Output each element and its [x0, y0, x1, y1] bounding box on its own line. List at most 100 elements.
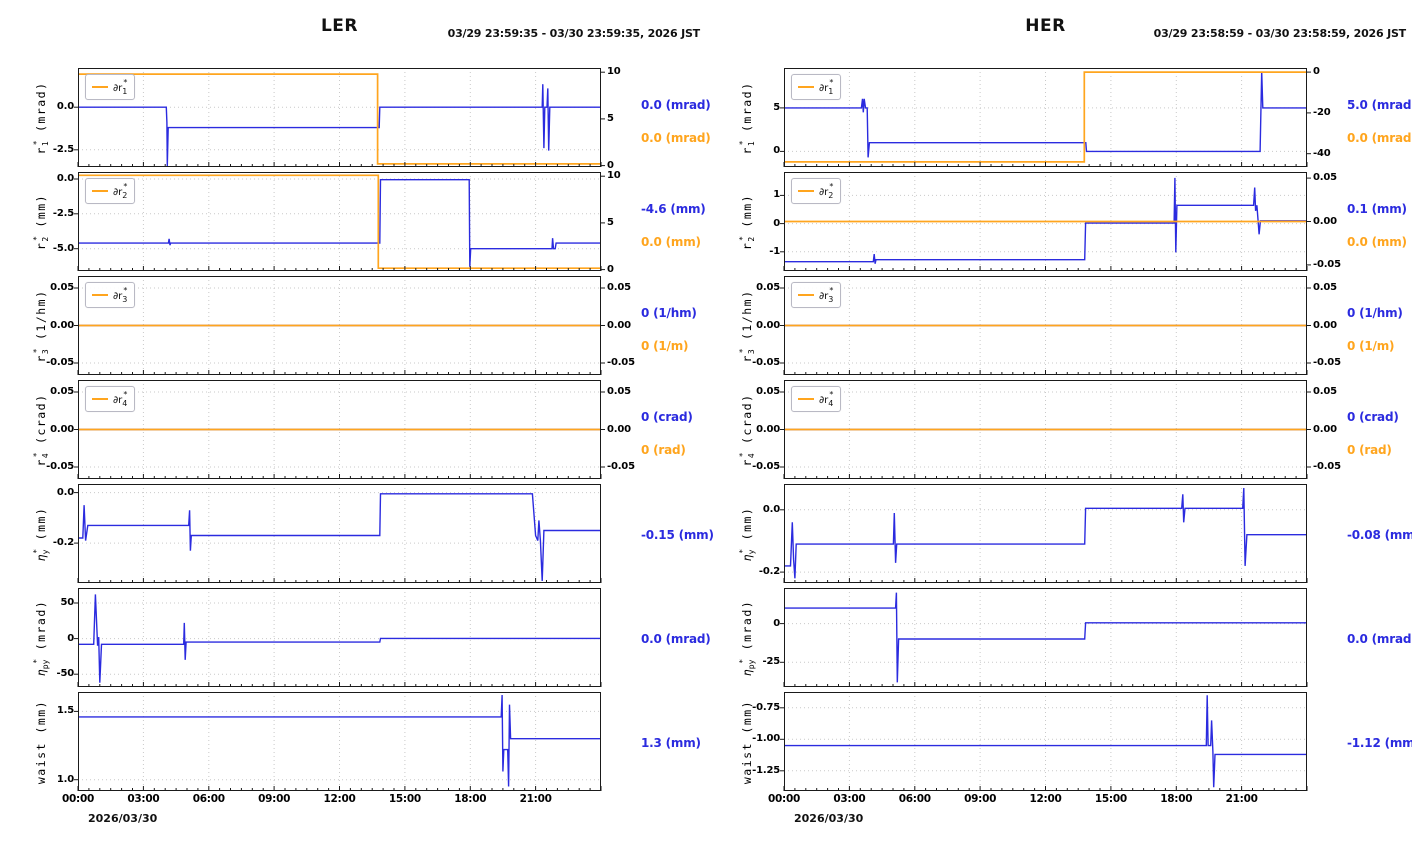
legend-label: ∂r4* — [819, 390, 833, 408]
label-segment: ∂r — [819, 291, 829, 302]
label-segment: 3 — [747, 348, 756, 354]
plot-canvas — [74, 588, 602, 687]
current-value-blue: 0.0 (mrad) — [641, 97, 711, 112]
plot-r1 — [74, 68, 605, 167]
y-tick-label-right: 0.00 — [1313, 319, 1337, 331]
y-tick-label-right: 0.05 — [1313, 282, 1337, 293]
y-tick-label: -50 — [56, 668, 75, 680]
plots-container: 00:00 03:00 06:00 09:00 12:00 15:00 18:00 21:00… — [706, 0, 1412, 864]
current-value-blue: -0.15 (mm) — [641, 527, 714, 542]
y-tick-label: -0.2 — [52, 537, 74, 549]
label-segment: 2 — [828, 191, 834, 200]
label-segment: ∂r — [113, 187, 123, 198]
current-value-blue: -4.6 (mm) — [641, 201, 706, 216]
y-tick-label-right: -0.05 — [607, 357, 635, 368]
legend-box: ∂r1* — [85, 74, 136, 100]
x-tick-label: 09:00 — [964, 793, 997, 805]
y-tick-label: 0.05 — [756, 282, 780, 293]
label-segment: 4 — [828, 399, 834, 408]
plot-eta-py — [74, 588, 602, 687]
current-value-blue: -0.08 (mm) — [1347, 527, 1412, 542]
plot-canvas — [780, 692, 1308, 791]
legend-label: ∂r1* — [113, 78, 127, 96]
label-segment: 4 — [122, 399, 128, 408]
series-main-line — [784, 487, 1307, 579]
legend-line-sample — [798, 294, 814, 296]
label-segment: η — [740, 668, 754, 676]
y-tick-label-right: 0.05 — [1313, 386, 1337, 397]
label-segment: * — [32, 347, 41, 353]
series-main-line — [78, 493, 601, 582]
y-tick-label: -0.05 — [46, 461, 74, 472]
x-tick-label: 15:00 — [1094, 793, 1127, 805]
y-tick-label-right: -20 — [1313, 106, 1331, 118]
plot-canvas — [74, 172, 605, 271]
y-tick-label: 1 — [773, 189, 780, 201]
label-segment: y — [747, 549, 756, 554]
legend-box: ∂r3* — [791, 282, 842, 308]
legend-box: ∂r2* — [85, 178, 136, 204]
plot-canvas — [74, 380, 605, 479]
y-tick-label-right: -0.05 — [607, 461, 635, 472]
plot-r4 — [780, 380, 1311, 479]
label-segment: * — [32, 451, 41, 457]
current-value-orange: 0 (1/m) — [641, 339, 689, 354]
panel-her: HER 03/29 23:58:59 - 03/30 23:58:59, 202… — [706, 0, 1412, 864]
current-value-blue: 0.0 (mrad) — [1347, 631, 1412, 646]
series-main-line — [784, 71, 1307, 158]
label-segment: 2 — [41, 236, 50, 242]
page-title-ler: LER — [320, 16, 359, 36]
current-value-orange: 0.0 (mrad) — [1347, 131, 1412, 146]
label-segment: * — [829, 390, 834, 399]
plot-r4 — [74, 380, 605, 479]
current-value-blue: 0.0 (mrad) — [641, 631, 711, 646]
y-tick-label-right: 0.05 — [1313, 172, 1337, 184]
y-tick-label-right: 5 — [607, 216, 614, 228]
legend-box: ∂r2* — [791, 178, 842, 204]
label-segment: η — [34, 553, 48, 561]
page-title-her: HER — [1025, 16, 1066, 36]
label-segment: * — [829, 286, 834, 295]
x-tick-label: 06:00 — [898, 793, 931, 805]
current-value-orange: 0 (rad) — [1347, 443, 1392, 458]
y-tick-label: 50 — [60, 596, 74, 608]
y-tick-label: 0.00 — [756, 319, 780, 331]
x-tick-label: 12:00 — [1029, 793, 1062, 805]
plot-canvas — [780, 484, 1308, 583]
plot-canvas — [780, 588, 1308, 687]
y-axis-label-eta-y: ηy* (mm) — [32, 506, 50, 561]
current-value-orange: 0 (1/m) — [1347, 339, 1395, 354]
x-tick-label: 15:00 — [388, 793, 421, 805]
y-tick-label-right: 0.00 — [1313, 423, 1337, 435]
label-segment: ∂r — [113, 83, 123, 94]
plot-canvas — [780, 68, 1311, 167]
x-tick-label: 18:00 — [454, 793, 487, 805]
legend-line-sample — [92, 294, 108, 296]
x-tick-label: 06:00 — [192, 793, 225, 805]
x-tick-label: 00:00 — [62, 793, 94, 805]
label-segment: 3 — [122, 295, 128, 304]
y-tick-label: 0.00 — [50, 319, 74, 331]
label-segment: * — [123, 390, 128, 399]
series-delta-line — [78, 73, 601, 165]
y-tick-label: -2.5 — [52, 143, 74, 155]
series-main-line — [784, 695, 1307, 788]
current-value-blue: 0 (crad) — [641, 409, 693, 424]
legend-label: ∂r3* — [113, 286, 127, 304]
x-tick-label: 09:00 — [258, 793, 291, 805]
y-tick-label-right: 0 — [607, 159, 614, 171]
y-tick-label: -1.25 — [752, 764, 780, 776]
series-main-line — [78, 594, 601, 683]
x-tick-label: 00:00 — [768, 793, 800, 805]
label-segment: (crad) — [34, 392, 48, 452]
y-tick-label-right: -0.05 — [1313, 258, 1341, 270]
plot-canvas — [74, 692, 602, 791]
y-tick-label: 0.0 — [56, 172, 74, 184]
y-tick-label: -1.00 — [752, 733, 780, 745]
y-tick-label: 0.0 — [56, 486, 74, 498]
label-segment: * — [829, 78, 834, 87]
legend-line-sample — [798, 398, 814, 400]
series-main-line — [78, 179, 601, 267]
series-delta-line — [784, 71, 1307, 163]
legend-label: ∂r2* — [819, 182, 833, 200]
